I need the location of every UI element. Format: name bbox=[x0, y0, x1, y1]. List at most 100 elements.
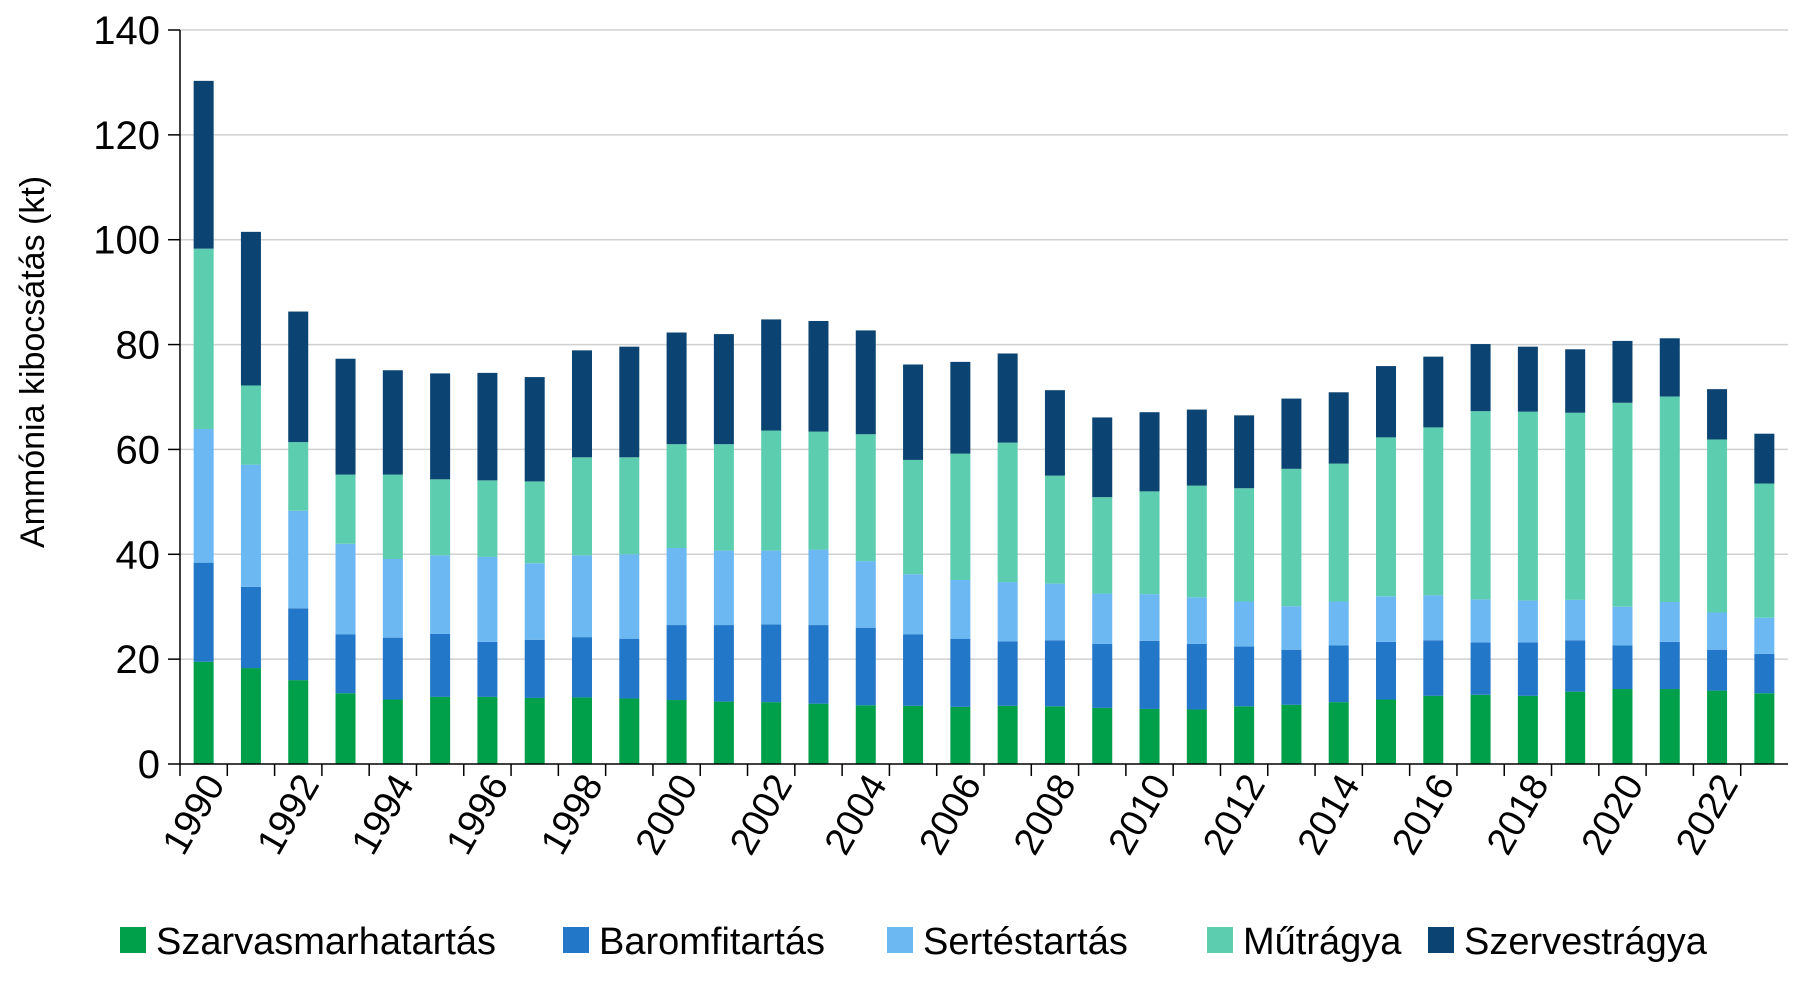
bar-Baromfitartás-2022 bbox=[1707, 649, 1728, 691]
bar-Műtrágya-2019 bbox=[1565, 412, 1586, 600]
bar-Szervestrágya-1998 bbox=[572, 350, 592, 458]
bar-Szarvasmarhatartás-1999 bbox=[619, 698, 640, 764]
bar-Szarvasmarhatartás-2014 bbox=[1328, 702, 1349, 764]
bar-Műtrágya-2000 bbox=[666, 444, 687, 548]
x-tick-label: 2008 bbox=[1006, 768, 1085, 862]
bar-Sertéstartás-2002 bbox=[761, 550, 782, 625]
bar-Szervestrágya-2002 bbox=[761, 319, 782, 431]
bar-Műtrágya-2005 bbox=[903, 459, 924, 575]
bar-Sertéstartás-1996 bbox=[477, 556, 498, 642]
gridlines bbox=[180, 29, 1788, 660]
bar-Baromfitartás-2023 bbox=[1754, 653, 1775, 694]
bar-Szervestrágya-2012 bbox=[1234, 415, 1255, 489]
bar-Műtrágya-2008 bbox=[1044, 475, 1065, 584]
bar-Sertéstartás-2014 bbox=[1328, 601, 1349, 646]
bar-Baromfitartás-2021 bbox=[1659, 641, 1680, 690]
bar-Műtrágya-2011 bbox=[1186, 485, 1207, 598]
bar-Műtrágya-2014 bbox=[1328, 463, 1349, 602]
bar-Szarvasmarhatartás-2008 bbox=[1044, 706, 1065, 764]
legend: Szarvasmarhatartás Baromfitartás Sertéstar… bbox=[120, 921, 1708, 963]
bar-Sertéstartás-2018 bbox=[1517, 600, 1538, 643]
bar-Szervestrágya-2022 bbox=[1707, 389, 1728, 440]
bar-Baromfitartás-2009 bbox=[1092, 643, 1113, 708]
bar-Műtrágya-1991 bbox=[240, 385, 261, 465]
bar-Műtrágya-2002 bbox=[761, 430, 782, 551]
bar-Baromfitartás-1996 bbox=[477, 641, 498, 697]
y-tick-label: 0 bbox=[138, 743, 160, 787]
bar-Műtrágya-2016 bbox=[1423, 427, 1444, 596]
bar-Sertéstartás-2006 bbox=[950, 579, 971, 639]
bar-Műtrágya-2022 bbox=[1707, 439, 1728, 613]
bar-Műtrágya-2013 bbox=[1281, 468, 1302, 607]
x-tick-label: 1996 bbox=[439, 768, 518, 862]
bar-Szarvasmarhatartás-1997 bbox=[524, 697, 545, 764]
bar-Sertéstartás-2019 bbox=[1565, 599, 1586, 641]
bar-Szervestrágya-2023 bbox=[1754, 433, 1775, 484]
bar-Szarvasmarhatartás-2015 bbox=[1376, 699, 1396, 764]
legend-swatch bbox=[120, 927, 146, 953]
bar-Baromfitartás-1997 bbox=[524, 639, 545, 698]
x-tick-label: 1998 bbox=[533, 768, 612, 862]
bar-Sertéstartás-2011 bbox=[1186, 597, 1207, 644]
bar-Baromfitartás-2018 bbox=[1517, 642, 1538, 696]
bar-Szarvasmarhatartás-1998 bbox=[572, 697, 592, 764]
bar-Baromfitartás-1998 bbox=[572, 637, 592, 698]
bar-Műtrágya-2015 bbox=[1376, 437, 1396, 597]
x-tick-label: 1992 bbox=[249, 768, 328, 862]
bar-Szervestrágya-1995 bbox=[430, 373, 451, 480]
bar-Szervestrágya-2003 bbox=[808, 320, 829, 432]
bar-Szarvasmarhatartás-2021 bbox=[1659, 689, 1680, 764]
y-tick-label: 100 bbox=[93, 219, 160, 263]
bar-Baromfitartás-2007 bbox=[997, 641, 1018, 706]
bar-Baromfitartás-2002 bbox=[761, 624, 782, 703]
bar-Műtrágya-2004 bbox=[855, 434, 876, 562]
bar-Szarvasmarhatartás-2002 bbox=[761, 702, 782, 764]
bar-Műtrágya-2017 bbox=[1470, 411, 1491, 600]
bar-Sertéstartás-2010 bbox=[1139, 594, 1160, 641]
bar-Baromfitartás-2005 bbox=[903, 634, 924, 706]
x-tick-label: 2014 bbox=[1290, 768, 1369, 862]
bar-Szervestrágya-2007 bbox=[997, 353, 1018, 443]
bar-Szervestrágya-2020 bbox=[1612, 340, 1633, 403]
y-tick-label: 140 bbox=[93, 9, 160, 53]
bar-Szarvasmarhatartás-2012 bbox=[1234, 706, 1255, 764]
bar-Szervestrágya-2021 bbox=[1659, 338, 1680, 397]
bar-Szervestrágya-2014 bbox=[1328, 392, 1349, 464]
bar-Sertéstartás-1990 bbox=[193, 428, 214, 563]
bar-Műtrágya-2009 bbox=[1092, 497, 1113, 594]
bar-Szarvasmarhatartás-2001 bbox=[713, 701, 734, 764]
bar-Műtrágya-1994 bbox=[382, 474, 403, 560]
bar-Sertéstartás-1995 bbox=[430, 555, 451, 634]
bar-Szervestrágya-1999 bbox=[619, 346, 640, 458]
x-tick-label: 1990 bbox=[155, 768, 234, 862]
bar-Műtrágya-1995 bbox=[430, 479, 451, 556]
bar-Szarvasmarhatartás-1995 bbox=[430, 696, 451, 764]
bar-Szervestrágya-2005 bbox=[903, 364, 924, 460]
bar-Baromfitartás-2016 bbox=[1423, 640, 1444, 696]
bar-Szarvasmarhatartás-1990 bbox=[193, 661, 214, 764]
bar-Műtrágya-2018 bbox=[1517, 411, 1538, 601]
bar-Sertéstartás-1999 bbox=[619, 554, 640, 639]
y-tick-label: 60 bbox=[116, 428, 161, 472]
bar-Szarvasmarhatartás-2016 bbox=[1423, 695, 1444, 764]
bar-Szarvasmarhatartás-2005 bbox=[903, 705, 924, 764]
bar-Szervestrágya-2017 bbox=[1470, 344, 1491, 412]
bar-Szarvasmarhatartás-2022 bbox=[1707, 690, 1728, 764]
bar-Szarvasmarhatartás-2018 bbox=[1517, 695, 1538, 764]
x-tick-label: 2004 bbox=[817, 768, 896, 862]
bar-Szarvasmarhatartás-2004 bbox=[855, 705, 876, 764]
bar-Szarvasmarhatartás-1993 bbox=[335, 693, 356, 764]
y-tick-labels: 0 20 40 60 80 100 120 140 bbox=[93, 9, 160, 787]
bar-Szervestrágya-2016 bbox=[1423, 356, 1444, 428]
bar-Műtrágya-1999 bbox=[619, 457, 640, 555]
bar-Szervestrágya-2011 bbox=[1186, 409, 1207, 486]
bar-Műtrágya-1996 bbox=[477, 480, 498, 557]
bar-Sertéstartás-2008 bbox=[1044, 583, 1065, 641]
bar-Baromfitartás-1990 bbox=[193, 562, 214, 662]
bar-Baromfitartás-2017 bbox=[1470, 642, 1491, 695]
bar-Sertéstartás-2013 bbox=[1281, 606, 1302, 650]
bar-Sertéstartás-1993 bbox=[335, 543, 356, 635]
bar-Szarvasmarhatartás-1996 bbox=[477, 696, 498, 764]
bar-Szarvasmarhatartás-2020 bbox=[1612, 689, 1633, 764]
